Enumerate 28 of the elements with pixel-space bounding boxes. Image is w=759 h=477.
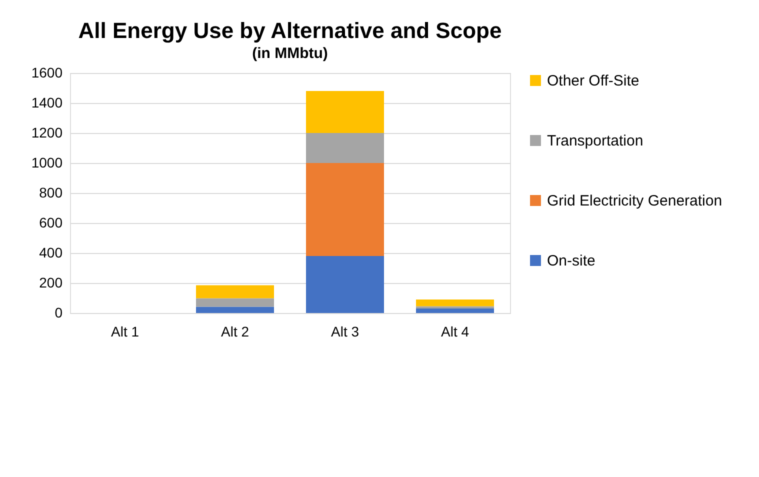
y-tick-label: 600 [39,214,63,230]
legend-label: On-site [547,252,596,270]
y-tick-label: 0 [54,304,63,320]
bar [416,300,494,306]
x-tick-label: Alt 2 [220,324,250,340]
bar [416,308,494,313]
y-tick-label: 1400 [31,94,63,110]
y-tick-label: 1200 [31,124,63,140]
bar [196,285,274,298]
x-tick-label: Alt 4 [440,324,470,340]
legend-label: Grid Electricity Generation [547,192,722,210]
x-tick-label: Alt 1 [110,324,140,340]
chart-subtitle: (in MMbtu) [252,45,328,62]
chart-title: All Energy Use by Alternative and Scope [78,18,502,43]
bar [196,298,274,307]
y-tick-label: 400 [39,244,63,260]
y-tick-label: 200 [39,274,63,290]
bar [306,163,384,256]
bar [196,306,274,313]
y-tick-label: 1000 [31,154,63,170]
bar [306,256,384,313]
y-tick-label: 1600 [31,64,63,80]
bar [306,91,384,133]
x-tick-label: Alt 3 [330,324,360,340]
bar [306,133,384,163]
legend-label: Transportation [547,132,644,150]
y-tick-label: 800 [39,184,63,200]
legend-label: Other Off-Site [547,72,640,90]
